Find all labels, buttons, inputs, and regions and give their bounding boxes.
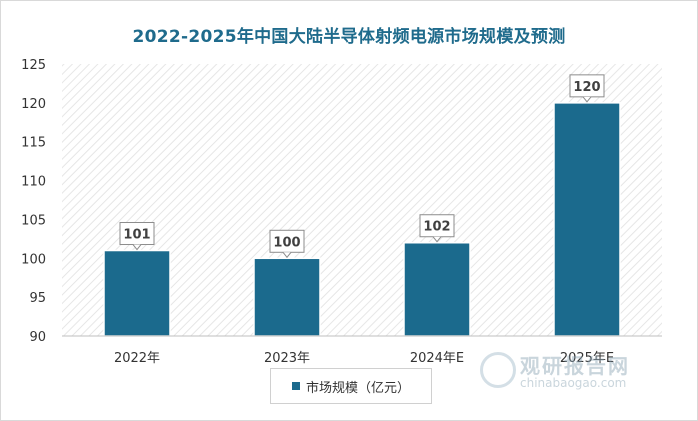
x-tick-label: 2022年 <box>114 351 160 366</box>
data-label: 101 <box>123 228 150 243</box>
bar <box>253 257 321 337</box>
data-label-pointer <box>582 96 592 103</box>
y-tick-label: 95 <box>29 291 46 306</box>
y-tick-label: 120 <box>21 97 46 112</box>
y-tick-label: 100 <box>21 252 46 267</box>
data-label-pointer <box>432 236 442 243</box>
legend: 市场规模（亿元） <box>270 368 432 404</box>
data-label-pointer <box>282 251 292 259</box>
data-label: 102 <box>423 220 450 235</box>
y-tick-label: 110 <box>21 175 46 190</box>
data-label: 120 <box>573 80 600 95</box>
y-tick-label: 125 <box>21 58 46 73</box>
watermark-logo-icon <box>480 352 516 388</box>
y-tick-label: 115 <box>21 136 46 151</box>
data-label: 100 <box>273 235 300 250</box>
bar <box>403 241 471 337</box>
watermark: 观研报告网 chinabaogao.com <box>480 350 640 394</box>
legend-label: 市场规模（亿元） <box>305 380 410 396</box>
y-tick-label: 105 <box>21 213 46 228</box>
data-label-pointer <box>132 244 142 251</box>
x-tick-label: 2023年 <box>264 351 310 366</box>
watermark-cn: 观研报告网 <box>520 354 630 378</box>
bar <box>103 249 171 337</box>
chart-title: 2022-2025年中国大陆半导体射频电源市场规模及预测 <box>132 27 566 47</box>
watermark-en: chinabaogao.com <box>520 376 627 390</box>
x-tick-label: 2024年E <box>410 351 464 366</box>
y-tick-label: 90 <box>29 330 46 345</box>
legend-swatch <box>291 382 300 390</box>
bar <box>553 102 621 337</box>
x-tick-label: 2025年E <box>560 351 614 366</box>
